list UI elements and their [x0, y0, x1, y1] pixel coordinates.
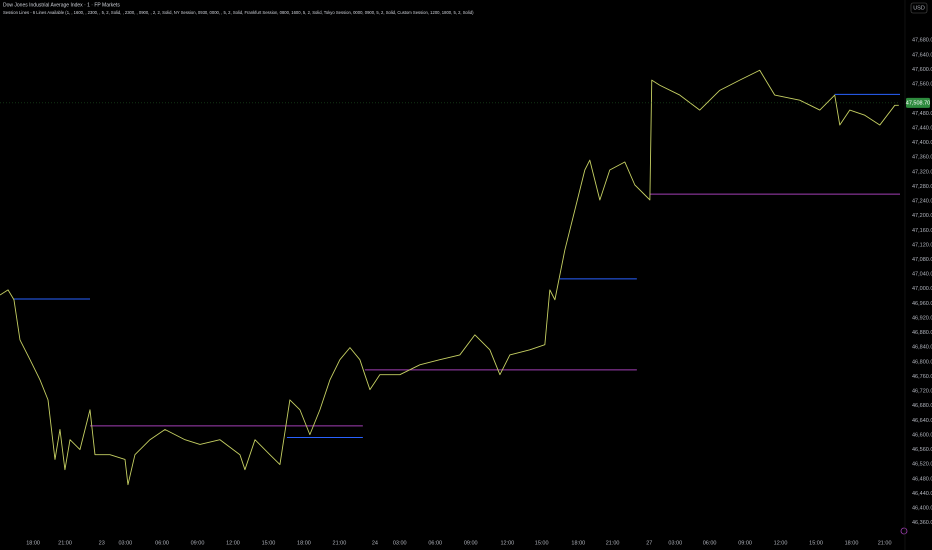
y-tick-label: 47,680.00: [912, 38, 932, 44]
x-tick-label: 12:00: [500, 540, 514, 546]
y-tick-label: 47,360.00: [912, 155, 932, 161]
y-tick-label: 46,840.00: [912, 345, 932, 351]
y-tick-label: 47,240.00: [912, 199, 932, 205]
y-tick-label: 46,920.00: [912, 315, 932, 321]
y-tick-label: 47,160.00: [912, 228, 932, 234]
x-tick-label: 18:00: [297, 540, 311, 546]
x-tick-label: 18:00: [845, 540, 859, 546]
x-tick-label: 15:00: [535, 540, 549, 546]
y-tick-label: 46,600.00: [912, 432, 932, 438]
y-tick-label: 47,040.00: [912, 272, 932, 278]
y-tick-label: 47,480.00: [912, 111, 932, 117]
y-tick-label: 47,600.00: [912, 67, 932, 73]
y-tick-label: 47,320.00: [912, 169, 932, 175]
x-tick-label: 21:00: [878, 540, 892, 546]
x-tick-label: 18:00: [26, 540, 40, 546]
last-price-box: [906, 97, 930, 108]
x-tick-label: 09:00: [738, 540, 752, 546]
y-tick-label: 46,960.00: [912, 301, 932, 307]
x-tick-label: 09:00: [191, 540, 205, 546]
x-tick-label: 21:00: [333, 540, 347, 546]
currency-box[interactable]: [910, 2, 928, 14]
y-tick-label: 47,400.00: [912, 140, 932, 146]
y-tick-label: 46,760.00: [912, 374, 932, 380]
y-tick-label: 46,440.00: [912, 491, 932, 497]
x-tick-label: 27: [646, 540, 652, 546]
x-tick-label: 21:00: [606, 540, 620, 546]
x-tick-label: 03:00: [118, 540, 132, 546]
x-tick-label: 15:00: [809, 540, 823, 546]
y-tick-label: 46,880.00: [912, 330, 932, 336]
y-tick-label: 47,120.00: [912, 242, 932, 248]
y-tick-label: 46,400.00: [912, 506, 932, 512]
price-line: [0, 69, 899, 486]
y-tick-label: 46,720.00: [912, 389, 932, 395]
x-tick-label: 12:00: [226, 540, 240, 546]
x-tick-label: 06:00: [428, 540, 442, 546]
alert-icon[interactable]: [900, 527, 908, 535]
currency[interactable]: USD: [913, 5, 925, 11]
x-tick-label: 15:00: [262, 540, 276, 546]
x-tick-label: 03:00: [668, 540, 682, 546]
x-tick-label: 06:00: [703, 540, 717, 546]
y-tick-label: 46,560.00: [912, 447, 932, 453]
x-tick-label: 18:00: [571, 540, 585, 546]
x-tick-label: 24: [372, 540, 378, 546]
y-tick-label: 47,080.00: [912, 257, 932, 263]
y-tick-label: 47,000.00: [912, 286, 932, 292]
y-tick-label: 46,360.00: [912, 520, 932, 526]
y-tick-label: 46,520.00: [912, 462, 932, 468]
y-tick-label: 47,560.00: [912, 82, 932, 88]
y-tick-label: 47,640.00: [912, 52, 932, 58]
x-tick-label: 23: [99, 540, 105, 546]
y-tick-label: 47,440.00: [912, 125, 932, 131]
x-tick-label: 09:00: [464, 540, 478, 546]
y-tick-label: 47,200.00: [912, 213, 932, 219]
x-tick-label: 12:00: [774, 540, 788, 546]
chart-title: Dow Jones Industrial Average Index · 1 ·…: [3, 2, 120, 8]
x-tick-label: 21:00: [58, 540, 72, 546]
y-tick-label: 46,680.00: [912, 403, 932, 409]
y-tick-label: 46,640.00: [912, 418, 932, 424]
last-price-label: 47,508.70: [906, 100, 930, 106]
y-tick-label: 47,280.00: [912, 184, 932, 190]
y-tick-label: 46,480.00: [912, 476, 932, 482]
x-tick-label: 03:00: [393, 540, 407, 546]
x-tick-label: 06:00: [155, 540, 169, 546]
indicator-legend: Session Lines - 6 Lines Available (1, , …: [3, 10, 474, 15]
y-tick-label: 46,800.00: [912, 359, 932, 365]
